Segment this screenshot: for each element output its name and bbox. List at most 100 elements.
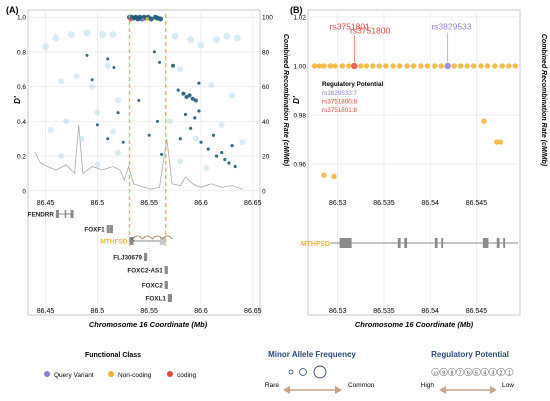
panel-a-x-tick-label: 86.6 bbox=[194, 200, 208, 207]
gene-exon bbox=[106, 225, 110, 233]
gene-mthfsd-exon bbox=[397, 238, 401, 248]
panel-b-y-label: D' bbox=[292, 95, 301, 104]
panel-b-point bbox=[316, 63, 322, 69]
gene-label: FOXF1 bbox=[84, 227, 105, 234]
panel-a-point bbox=[158, 16, 164, 22]
regulatory-scale-circle bbox=[488, 367, 498, 377]
regulatory-scale-number: 6 bbox=[467, 370, 470, 376]
panel-a-point bbox=[94, 109, 101, 116]
panel-a-point bbox=[183, 112, 188, 117]
panel-a-point bbox=[197, 81, 201, 85]
panel-b-point bbox=[494, 139, 500, 145]
panel-a-point bbox=[223, 32, 231, 40]
panel-a-point bbox=[166, 118, 173, 125]
maf-small-circle bbox=[288, 369, 294, 375]
panel-a-point bbox=[109, 128, 116, 135]
panel-b-point bbox=[457, 63, 464, 69]
panel-b-point bbox=[478, 63, 484, 69]
panel-b-point bbox=[506, 63, 512, 69]
panel-a-x-tick-label: 86.5 bbox=[91, 200, 105, 207]
regulatory-potential-arrow bbox=[439, 386, 497, 394]
gene-mthfsd-exon bbox=[159, 237, 166, 245]
panel-a-point bbox=[177, 158, 184, 165]
panel-a-point bbox=[42, 43, 50, 51]
panel-a-point bbox=[58, 153, 65, 160]
panel-a-point bbox=[58, 78, 65, 85]
panel-a-point bbox=[112, 66, 116, 70]
gene-mthfsd-exon bbox=[503, 238, 506, 248]
panel-a-point bbox=[214, 154, 219, 158]
functional-class-title: Functional Class bbox=[85, 352, 141, 359]
panel-b-y2-label: Combined Recombination Rate (cM/Mb) bbox=[540, 34, 547, 167]
regulatory-scale-circle bbox=[456, 367, 465, 377]
panel-a-point bbox=[192, 135, 199, 142]
panel-a-y-tick-label: 0 bbox=[22, 188, 26, 195]
snp-label: rs3751800 bbox=[350, 25, 390, 35]
panel-b-y-tick-label: 1.02 bbox=[293, 14, 306, 21]
panel-a-y-tick-label: 0.2 bbox=[17, 154, 26, 161]
legend-query-variant-swatch bbox=[44, 371, 50, 377]
panel-b-point bbox=[339, 63, 346, 69]
gene-exon bbox=[164, 266, 168, 274]
panel-b-point bbox=[370, 63, 376, 69]
panel-a-x-tick-label: 86.55 bbox=[140, 200, 158, 207]
panel-a-point bbox=[171, 32, 179, 40]
gene-mthfsd-exon bbox=[339, 238, 352, 248]
panel-a-point bbox=[121, 140, 125, 144]
panel-a-y-ticks: 0 0.2 0.4 0.6 0.8 1.0 bbox=[17, 15, 26, 196]
panel-b-frame bbox=[307, 9, 521, 316]
panel-a-point bbox=[189, 126, 193, 130]
panel-a-point bbox=[233, 164, 237, 169]
panel-b-x-tick-label: 86.54 bbox=[421, 200, 439, 207]
panel-a-point bbox=[203, 165, 210, 172]
panel-b-point bbox=[404, 63, 410, 69]
panel-a-point bbox=[99, 31, 107, 39]
panel-a-x-ticks: 86.45 86.5 86.55 86.6 86.65 86.45 86.5 86.55 86.… bbox=[37, 200, 262, 315]
panel-a-point bbox=[160, 152, 164, 156]
panel-a-point bbox=[152, 50, 156, 54]
gene-mthfsd-exon bbox=[496, 238, 500, 248]
panel-b-point bbox=[376, 63, 383, 69]
regulatory-potential-legend-title: Regulatory Potential bbox=[431, 350, 509, 359]
panel-b-point bbox=[321, 63, 327, 69]
gene-label: FOXC2 bbox=[142, 283, 163, 290]
gene-exon bbox=[109, 225, 113, 233]
panel-a-y2-tick-label: 0 bbox=[262, 188, 266, 195]
regulatory-scale-circle bbox=[472, 367, 481, 377]
panel-b-point bbox=[363, 63, 370, 69]
panel-b-y-ticks: 0.96 0.98 1.00 1.02 bbox=[293, 14, 306, 168]
panel-b-y-tick-label: 1.00 bbox=[293, 63, 306, 70]
panel-b-point bbox=[492, 63, 498, 69]
panel-b-point bbox=[438, 63, 444, 69]
gene-mthfsd-splice-arcs bbox=[132, 235, 173, 240]
maf-legend-title: Minor Allele Frequency bbox=[268, 350, 356, 359]
panel-b-lower-x-tick-label: 86.54 bbox=[421, 308, 439, 315]
panel-a-y2-tick-label: 20 bbox=[262, 154, 270, 161]
gene-label: FOXL1 bbox=[146, 296, 167, 303]
gene-mthfsd-exon bbox=[441, 238, 444, 248]
gene-label: FENDRR bbox=[28, 212, 55, 219]
gene-mthfsd-exon bbox=[404, 238, 408, 248]
regulatory-scale-number: 9 bbox=[442, 370, 445, 376]
regulatory-low-label: Low bbox=[502, 382, 514, 389]
gene-exon bbox=[70, 210, 74, 218]
panel-b-point bbox=[346, 63, 352, 69]
legend-coding-label: coding bbox=[177, 372, 197, 379]
panel-a-point bbox=[47, 127, 54, 134]
panel-a-point bbox=[109, 31, 117, 39]
panel-a-x-tick-label: 86.65 bbox=[244, 200, 262, 207]
panel-a-point bbox=[211, 133, 216, 137]
panel-a-point bbox=[104, 62, 111, 69]
regulatory-scale-number: 4 bbox=[483, 370, 486, 376]
panel-a-point bbox=[137, 99, 141, 103]
panel-b-point bbox=[410, 63, 417, 69]
regulatory-scale-circle bbox=[480, 367, 489, 377]
panel-a-point bbox=[171, 63, 176, 68]
panel-a-point bbox=[78, 135, 85, 142]
panel-a-point bbox=[145, 17, 149, 21]
panel-a-point bbox=[218, 121, 225, 128]
panel-a-point bbox=[199, 140, 203, 144]
panel-a-y-label: D' bbox=[13, 95, 22, 104]
panel-b-gene-track: MTHFSD bbox=[301, 238, 518, 248]
